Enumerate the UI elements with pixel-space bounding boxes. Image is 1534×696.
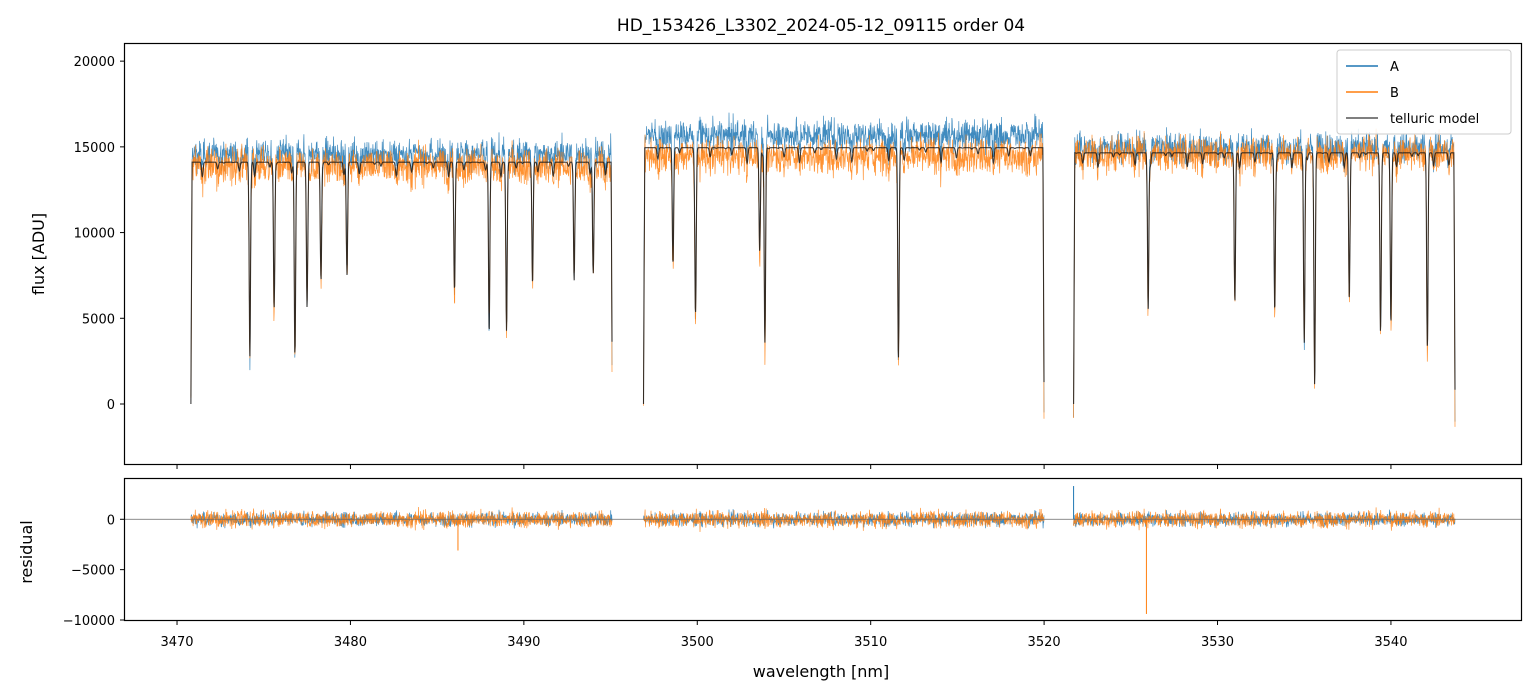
series-b-segment-0 (190, 139, 613, 398)
flux-y-tick-label-2: 10000 (74, 227, 115, 242)
residual-plot-area (125, 486, 1521, 614)
x-tick-label-7: 3540 (1374, 635, 1407, 650)
x-tick-label-6: 3530 (1201, 635, 1234, 650)
x-axis-label: wavelength [nm] (753, 662, 890, 681)
flux-y-tick-label-0: 0 (107, 398, 115, 413)
series-a-segment-0 (190, 132, 613, 397)
flux-y-tick-label-3: 15000 (74, 141, 115, 156)
flux-ticks: 0 5000 10000 15000 20000 (74, 55, 1392, 469)
residual-y-axis-label: residual (17, 520, 36, 583)
residual-data-layer (125, 486, 1521, 614)
residual-y-tick-label-1: −5000 (71, 564, 115, 579)
residual-axes-frame (123, 477, 1523, 622)
x-tick-label-5: 3520 (1028, 635, 1061, 650)
legend-label-telluric: telluric model (1390, 112, 1479, 127)
flux-axes-frame (123, 42, 1523, 466)
residual-y-tick-label-0: 0 (107, 513, 115, 528)
legend-label-a: A (1390, 60, 1399, 75)
flux-data-layer (190, 112, 1456, 427)
x-tick-label-2: 3490 (507, 635, 540, 650)
residual-y-tick-label-2: −10000 (63, 614, 115, 629)
telluric-model-segment-1 (642, 147, 1045, 405)
legend-label-b: B (1390, 86, 1399, 101)
telluric-model-segment-2 (1073, 152, 1456, 405)
series-b-segment-1 (643, 131, 1045, 419)
x-tick-label-0: 3470 (160, 635, 193, 650)
residual-panel: 3470 3480 3490 3500 3510 3520 3530 3540 0 −5000 −1… (17, 477, 1523, 681)
residual-b-segment-2 (1073, 507, 1456, 531)
flux-y-tick-label-1: 5000 (82, 312, 115, 327)
flux-plot-area (190, 112, 1456, 427)
x-tick-label-3: 3500 (681, 635, 714, 650)
telluric-model-segment-0 (190, 161, 613, 405)
legend-box (1336, 49, 1512, 135)
residual-ticks: 3470 3480 3490 3500 3510 3520 3530 3540 0 −5000 −1… (63, 513, 1408, 650)
flux-y-axis-label: flux [ADU] (29, 213, 48, 295)
legend: A B telluric model (1336, 49, 1512, 135)
flux-y-tick-label-4: 20000 (74, 55, 115, 70)
chart-title: HD_153426_L3302_2024-05-12_09115 order 0… (617, 16, 1025, 36)
x-tick-label-4: 3510 (854, 635, 887, 650)
series-a-segment-1 (643, 112, 1045, 413)
x-tick-label-1: 3480 (334, 635, 367, 650)
flux-panel: HD_153426_L3302_2024-05-12_09115 order 0… (29, 16, 1523, 469)
